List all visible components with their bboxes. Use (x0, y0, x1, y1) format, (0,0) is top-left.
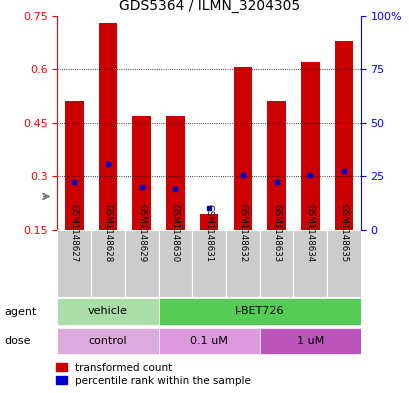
Bar (334, 41, 353, 230)
Bar (233, 68, 252, 230)
Text: GSM1148635: GSM1148635 (339, 204, 348, 262)
Text: vehicle: vehicle (88, 307, 128, 316)
Text: GSM1148627: GSM1148627 (70, 204, 79, 262)
Bar (267, 101, 285, 230)
Bar (199, 214, 218, 230)
Text: 0.1 uM: 0.1 uM (190, 336, 227, 346)
Bar (158, 298, 360, 325)
Bar (99, 23, 117, 230)
Bar (293, 230, 326, 297)
Bar (158, 328, 259, 354)
Bar (57, 328, 158, 354)
Bar (57, 298, 158, 325)
Bar (326, 230, 360, 297)
Text: GSM1148630: GSM1148630 (171, 204, 180, 262)
Bar (91, 230, 124, 297)
Legend: transformed count, percentile rank within the sample: transformed count, percentile rank withi… (54, 360, 253, 388)
Bar (166, 116, 184, 230)
Bar (259, 230, 293, 297)
Bar (225, 230, 259, 297)
Bar (192, 230, 225, 297)
Text: I-BET726: I-BET726 (234, 307, 284, 316)
Text: GSM1148634: GSM1148634 (305, 204, 314, 262)
Text: GSM1148633: GSM1148633 (271, 204, 280, 262)
Bar (132, 116, 151, 230)
Text: dose: dose (4, 336, 31, 346)
Text: agent: agent (4, 307, 36, 317)
Bar (57, 230, 91, 297)
Bar (259, 328, 360, 354)
Bar (300, 62, 319, 230)
Text: GSM1148629: GSM1148629 (137, 204, 146, 262)
Text: GSM1148628: GSM1148628 (103, 204, 112, 262)
Title: GDS5364 / ILMN_3204305: GDS5364 / ILMN_3204305 (118, 0, 299, 13)
Text: GSM1148632: GSM1148632 (238, 204, 247, 262)
Bar (65, 101, 83, 230)
Bar (124, 230, 158, 297)
Bar (158, 230, 192, 297)
Text: 1 uM: 1 uM (296, 336, 323, 346)
Text: GSM1148631: GSM1148631 (204, 204, 213, 262)
Text: control: control (88, 336, 127, 346)
